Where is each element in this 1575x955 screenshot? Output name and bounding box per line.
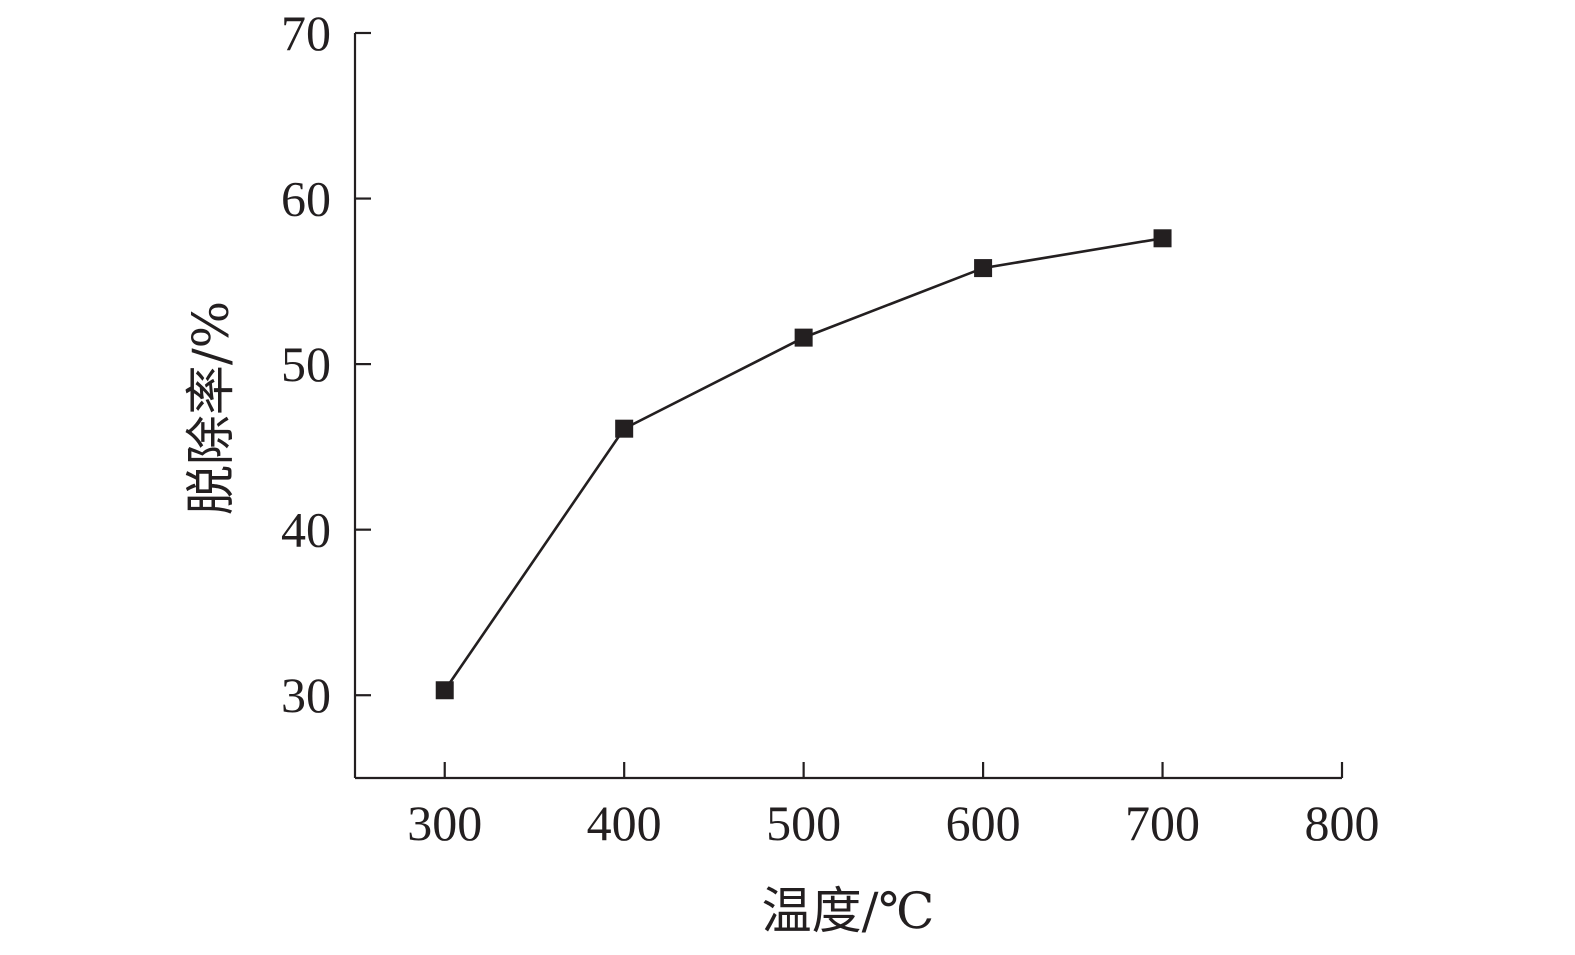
x-ticks: 300 400 500 600 700 800: [407, 762, 1380, 851]
y-tick-label-60: 60: [281, 171, 331, 227]
x-tick-label-700: 700: [1125, 795, 1200, 851]
series-line-0: [443, 237, 1163, 691]
x-axis-title: 温度/℃: [762, 882, 935, 940]
y-axis-title: 脱除率/%: [182, 301, 240, 515]
axes: [353, 33, 1342, 780]
y-tick-label-70: 70: [281, 5, 331, 61]
x-tick-label-600: 600: [946, 795, 1021, 851]
x-tick-label-500: 500: [766, 795, 841, 851]
data-point-600: [974, 259, 993, 278]
y-tick-label-40: 40: [281, 502, 331, 558]
y-tick-label-50: 50: [281, 336, 331, 392]
data-point-300: [435, 681, 454, 700]
x-tick-label-400: 400: [587, 795, 662, 851]
data-point-700: [1153, 229, 1172, 248]
data-point-500: [794, 328, 813, 347]
data-point-400: [615, 419, 634, 438]
x-tick-label-800: 800: [1305, 795, 1380, 851]
y-ticks: 30 40 50 60 70: [281, 5, 371, 723]
series-group: [435, 229, 1172, 700]
y-tick-label-30: 30: [281, 667, 331, 723]
x-tick-label-300: 300: [407, 795, 482, 851]
